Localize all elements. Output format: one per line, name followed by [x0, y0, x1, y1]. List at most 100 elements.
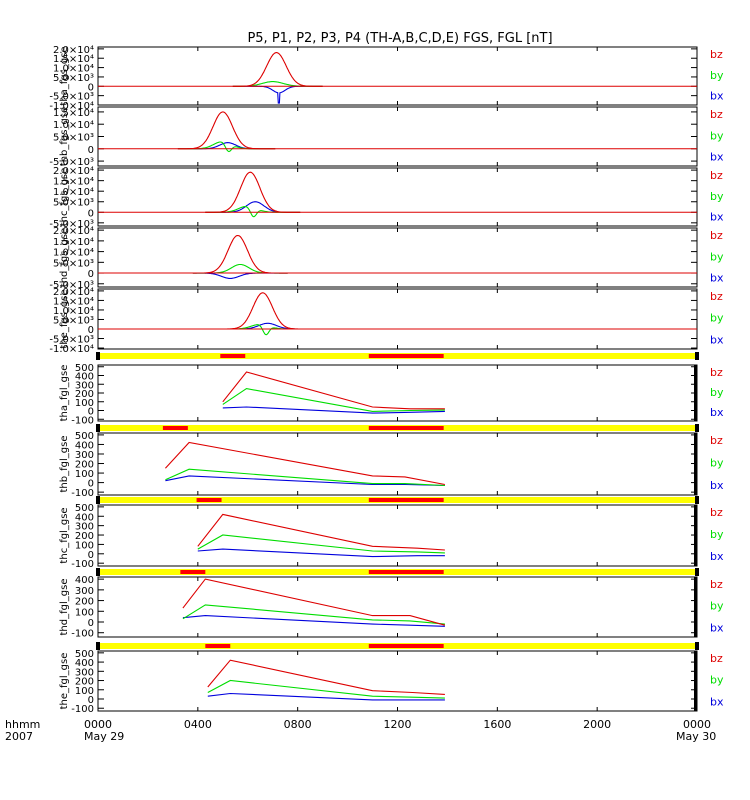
panel-thc_fgs: 2.0×10⁴1.5×10⁴1.0×10⁴5.0×10³0-5.0×10³thc…: [49, 166, 724, 230]
y-tick-label: 100: [75, 540, 94, 551]
y-tick-label: 300: [75, 380, 94, 391]
legend-label-bz: bz: [710, 652, 723, 665]
y-tick-label: 1.5×10⁴: [53, 296, 94, 307]
panel-right-edge: [694, 651, 697, 711]
y-tick-label: -5.0×10³: [49, 219, 94, 230]
y-tick-label: 2.0×10⁴: [53, 226, 94, 237]
y-tick-label: 300: [75, 667, 94, 678]
x-tick-label: 1200: [384, 718, 412, 731]
ephemeris-bar-end-right: [695, 424, 699, 432]
x-axis-label-year: 2007: [5, 730, 33, 743]
legend-label-by: by: [710, 600, 724, 613]
y-tick-label: 5.0×10³: [53, 198, 94, 209]
y-tick-label: 200: [75, 531, 94, 542]
ephemeris-bar-segment: [368, 498, 444, 502]
panel-frame: [97, 432, 698, 496]
panel-frame: [97, 504, 698, 567]
series-line-bx: [165, 475, 445, 487]
panel-frame: [97, 650, 698, 712]
series-line-bx: [192, 272, 288, 279]
panel-frame: [97, 288, 698, 350]
ephemeris-bar-segment: [368, 570, 444, 574]
legend-label-bx: bx: [710, 272, 724, 285]
y-axis-label: thd_fgl_gse: [59, 579, 70, 636]
y-tick-label: 5.0×10³: [53, 315, 94, 326]
series-line-bx: [205, 201, 301, 213]
y-tick-label: -100: [71, 488, 94, 499]
ephemeris-bar-end-left: [96, 642, 100, 650]
x-axis-date-start: May 29: [84, 730, 124, 743]
panel-right-edge: [694, 433, 697, 495]
legend-label-by: by: [710, 250, 724, 263]
legend-label-bx: bx: [710, 90, 724, 103]
y-tick-label: 300: [75, 586, 94, 597]
legend-label-bz: bz: [710, 169, 723, 182]
legend-label-by: by: [710, 190, 724, 203]
legend-label-bz: bz: [710, 434, 723, 447]
legend-label-bx: bx: [710, 695, 724, 708]
x-tick-label: 0000: [683, 718, 711, 731]
ephemeris-bar-segment: [162, 426, 188, 430]
legend-label-bz: bz: [710, 506, 723, 519]
series-line-by: [192, 263, 288, 274]
ephemeris-bar-end-left: [96, 424, 100, 432]
y-tick-label: 100: [75, 398, 94, 409]
y-tick-label: 0: [88, 145, 94, 156]
series-line-bz: [222, 371, 445, 410]
legend-label-by: by: [710, 457, 724, 470]
ephemeris-bar-segment: [180, 570, 206, 574]
y-tick-label: 1.0×10⁴: [53, 64, 94, 75]
x-tick-label: 1600: [483, 718, 511, 731]
y-tick-label: 0: [88, 479, 94, 490]
y-tick-label: 1.0×10⁴: [53, 120, 94, 131]
y-tick-label: 400: [75, 512, 94, 523]
ephemeris-bar-segment: [368, 354, 444, 358]
panel-frame: [97, 167, 698, 227]
panel-frame: [97, 227, 698, 288]
y-axis-label: thc_fgs_gse: [59, 168, 70, 227]
legend-label-bz: bz: [710, 290, 723, 303]
series-line-bz: [232, 52, 323, 87]
y-tick-label: -5.0×10³: [49, 335, 94, 346]
legend-label-by: by: [710, 674, 724, 687]
series-line-bz: [197, 513, 445, 551]
ephemeris-bar-segment: [368, 426, 444, 430]
x-tick-label: 0800: [284, 718, 312, 731]
panel-tha_fgs: 2.0×10⁴1.5×10⁴1.0×10⁴5.0×10³0-5.0×10³-1.…: [49, 45, 724, 112]
ephemeris-bar-segment: [220, 354, 246, 358]
y-tick-label: 400: [75, 440, 94, 451]
series-line-bz: [205, 171, 301, 213]
y-tick-label: 200: [75, 389, 94, 400]
y-tick-label: -1.0×10⁴: [49, 344, 94, 355]
y-axis-label: tha_fgl_gse: [59, 365, 70, 422]
x-axis-date-end: May 30: [676, 730, 716, 743]
x-axis-label-hhmm: hhmm: [5, 718, 40, 731]
y-tick-label: 0: [88, 269, 94, 280]
panel-right-edge: [694, 365, 697, 421]
y-tick-label: 200: [75, 677, 94, 688]
series-line-bx: [232, 85, 323, 104]
series-line-by: [222, 388, 445, 412]
legend-label-by: by: [710, 528, 724, 541]
legend-label-bz: bz: [710, 229, 723, 242]
series-line-by: [182, 604, 445, 625]
y-tick-label: 5.0×10³: [53, 258, 94, 269]
y-tick-label: 0: [88, 325, 94, 336]
y-tick-label: 1.0×10⁴: [53, 306, 94, 317]
ephemeris-bar-end-right: [695, 496, 699, 504]
ephemeris-bar-end-left: [96, 352, 100, 360]
y-tick-label: -5.0×10³: [49, 92, 94, 103]
series-line-bz: [207, 659, 445, 695]
y-tick-label: -5.0×10³: [49, 157, 94, 168]
y-axis-label: thd_fgs_gse: [59, 228, 70, 287]
y-tick-label: 0: [88, 208, 94, 219]
y-tick-label: 2.0×10⁴: [53, 287, 94, 298]
series-line-bz: [182, 578, 446, 626]
y-tick-label: 0: [88, 695, 94, 706]
series-line-by: [177, 141, 276, 153]
y-tick-label: 300: [75, 450, 94, 461]
y-tick-label: 500: [75, 503, 94, 514]
y-tick-label: 0: [88, 618, 94, 629]
